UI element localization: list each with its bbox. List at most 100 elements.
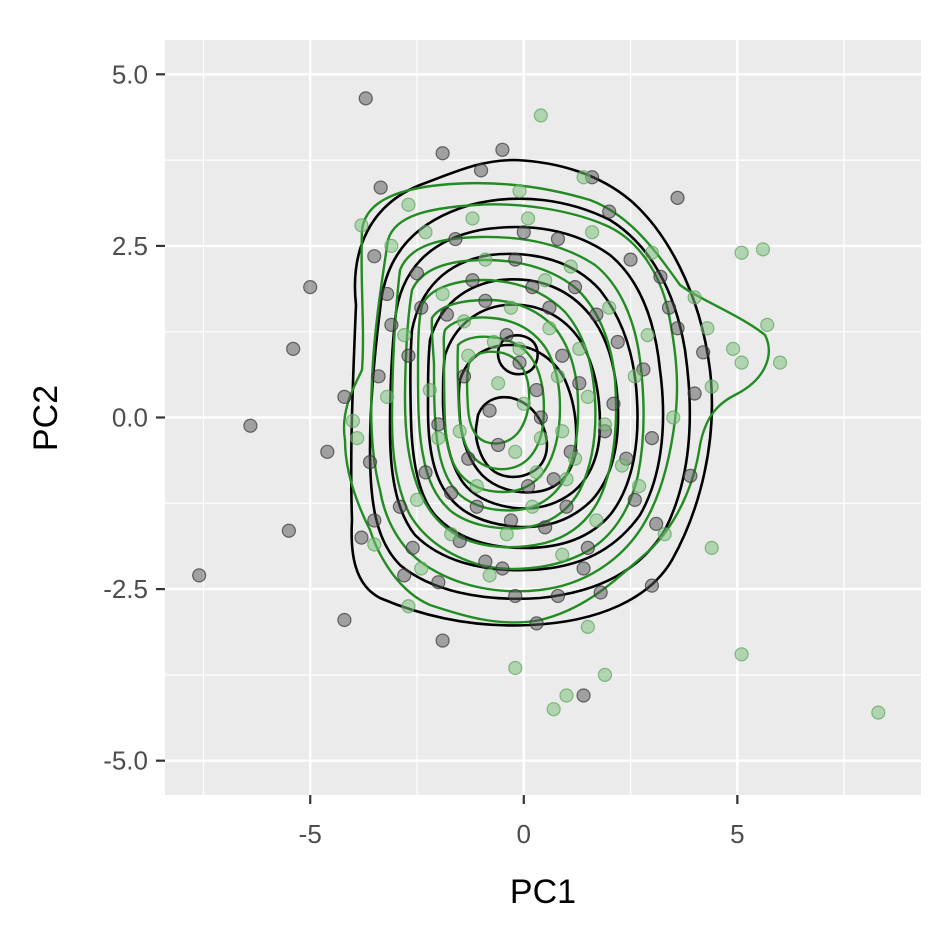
data-point [401,348,416,363]
data-point [435,633,450,648]
data-point [593,585,608,600]
data-point [559,688,574,703]
data-point [760,317,775,332]
data-point [495,561,510,576]
data-point [409,492,425,507]
data-point [644,430,660,446]
data-point [533,410,548,425]
data-point [401,197,416,212]
contour-line [426,278,620,529]
data-point [444,527,459,542]
data-point [670,190,685,205]
data-point [491,437,506,453]
data-point [431,417,446,432]
x-tick-label: 0 [517,819,531,849]
contour-line [403,258,618,549]
data-point [465,211,480,226]
data-point [448,231,463,247]
data-point [373,180,388,195]
data-point [345,413,361,429]
data-point [640,328,655,343]
data-point [486,334,501,350]
data-point [525,499,540,514]
data-point [670,321,685,336]
series-group-a-points [192,91,711,703]
data-point [597,667,613,682]
data-point [687,290,702,305]
data-point [409,266,425,281]
data-point [469,499,484,514]
y-tick-label: 5.0 [112,59,148,89]
x-axis-title: PC1 [510,873,576,911]
data-point [397,328,412,343]
data-point [414,300,429,315]
data-point [644,245,660,260]
data-point [576,688,591,703]
data-point [380,286,395,302]
data-point [320,444,335,459]
data-point [580,619,595,634]
y-tick-label: -5.0 [103,746,148,776]
data-point [734,245,749,260]
data-point [482,403,497,418]
data-point [666,410,681,425]
data-point [350,430,365,446]
data-point [439,307,454,322]
data-point [414,561,429,576]
data-point [281,523,296,538]
data-point [589,513,604,528]
y-tick-labels: -5.0 -2.5 0.0 2.5 5.0 [103,59,148,775]
data-point [397,568,412,583]
data-point [602,204,617,219]
data-point [627,492,642,507]
y-tick-label: 0.0 [112,403,148,433]
data-point [478,252,493,267]
data-point [478,554,493,569]
data-point [567,279,583,295]
data-point [538,520,553,535]
y-tick-label: -2.5 [103,574,148,604]
data-point [567,451,583,466]
data-point [422,382,437,398]
data-point [354,530,369,545]
data-point [533,108,548,123]
data-point [546,472,561,487]
y-axis-title: PC2 [27,385,65,451]
data-point [725,341,741,356]
data-point [473,163,489,178]
data-point [520,479,536,494]
data-point [516,396,531,411]
data-point [585,225,600,240]
data-point [444,485,459,501]
data-point [704,379,719,394]
contour-line [465,350,531,445]
data-point [529,382,544,398]
data-point [243,418,258,433]
data-point [431,430,446,446]
data-point [704,540,719,556]
data-point [371,369,386,384]
data-point [303,279,318,295]
data-point [563,259,578,274]
data-point [452,424,467,439]
axis-ticks [156,73,739,804]
data-point [354,218,369,233]
data-point [542,300,557,315]
data-point [418,225,433,240]
data-point [555,348,570,363]
x-tick-labels: -5 0 5 [299,819,745,849]
data-point [435,146,450,161]
contour-line [370,203,679,593]
data-point [418,465,433,480]
contour-line [390,235,645,571]
data-point [572,341,587,356]
data-point [337,389,352,405]
data-point [542,321,557,336]
contour-line [474,395,549,479]
data-point [550,369,566,384]
data-point [772,355,788,370]
data-point [538,273,553,288]
x-tick-label: -5 [299,819,322,849]
data-point [649,516,664,531]
